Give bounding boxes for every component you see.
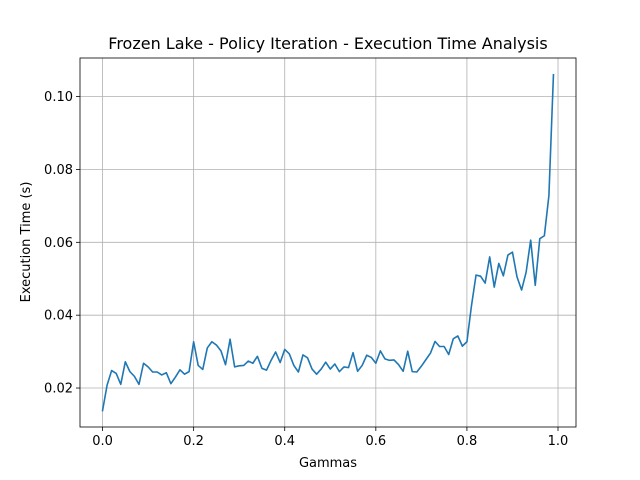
chart-title: Frozen Lake - Policy Iteration - Executi… — [108, 34, 547, 53]
y-tick-label: 0.08 — [44, 163, 73, 178]
x-tick-label: 0.0 — [92, 434, 113, 449]
x-tick-label: 1.0 — [548, 434, 569, 449]
series-layer — [101, 73, 555, 412]
y-tick-label: 0.04 — [44, 309, 73, 324]
series-line-execution-time — [101, 73, 555, 412]
x-tick-label: 0.6 — [365, 434, 386, 449]
x-axis-label: Gammas — [299, 456, 357, 471]
x-tick-label: 0.2 — [183, 434, 204, 449]
x-tick-label: 0.4 — [274, 434, 295, 449]
y-tick-label: 0.06 — [44, 236, 73, 251]
y-tick-label: 0.10 — [44, 90, 73, 105]
grid-lines — [80, 58, 576, 427]
x-tick-label: 0.8 — [457, 434, 478, 449]
y-axis-label: Execution Time (s) — [19, 182, 34, 303]
y-tick-label: 0.02 — [44, 382, 73, 397]
tick-marks: 0.0 0.2 0.4 0.6 0.8 1.0 0.02 0.04 0.06 0.08 0.10 — [44, 90, 568, 449]
